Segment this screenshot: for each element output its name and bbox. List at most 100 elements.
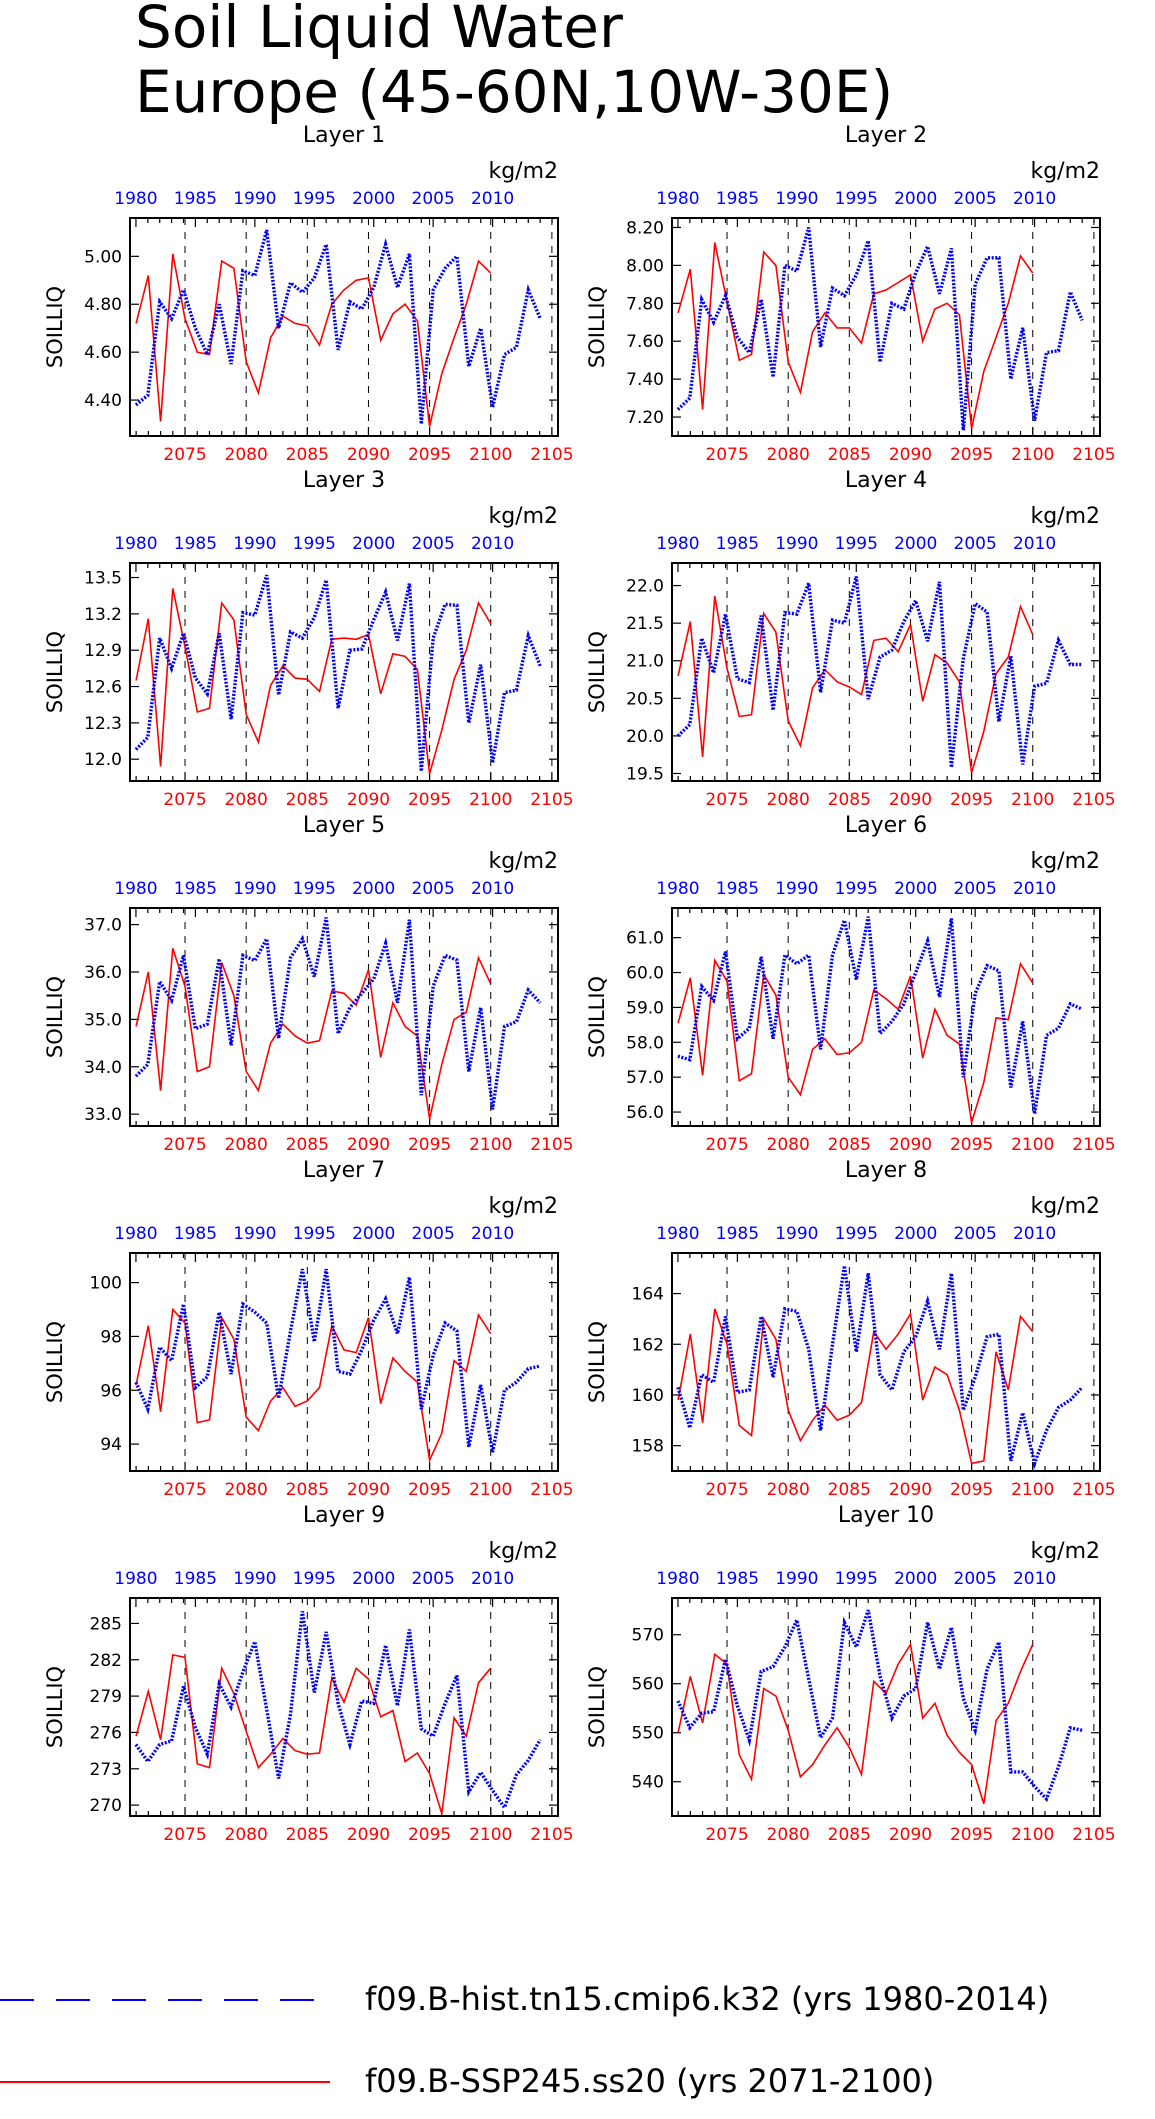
- x-bottom-tick-label: 2080: [767, 1480, 810, 1500]
- y-tick-label: 279: [90, 1687, 122, 1707]
- x-bottom-tick-label: 2095: [950, 445, 993, 465]
- x-bottom-tick-label: 2090: [889, 445, 932, 465]
- x-top-tick-label: 2010: [1013, 879, 1056, 899]
- units-label: kg/m2: [1030, 159, 1100, 184]
- units-label: kg/m2: [1030, 1194, 1100, 1219]
- x-bottom-tick-label: 2105: [1072, 790, 1115, 810]
- x-bottom-tick-label: 2080: [225, 790, 268, 810]
- x-bottom-tick-label: 2100: [1011, 1825, 1054, 1845]
- x-bottom-tick-label: 2075: [705, 790, 748, 810]
- x-bottom-tick-label: 2100: [1011, 445, 1054, 465]
- x-bottom-tick-label: 2090: [889, 1480, 932, 1500]
- panel-title: Layer 3: [303, 468, 385, 493]
- y-tick-label: 20.0: [626, 727, 664, 747]
- x-bottom-tick-label: 2100: [1011, 1135, 1054, 1155]
- panel-title: Layer 8: [845, 1158, 927, 1183]
- x-top-tick-label: 1995: [835, 189, 878, 209]
- x-bottom-tick-label: 2100: [1011, 1480, 1054, 1500]
- x-top-tick-label: 2010: [471, 879, 514, 899]
- x-bottom-tick-label: 2085: [828, 1480, 871, 1500]
- chart-panel-6: Layer 6 kg/m2 SOILLIQ 2075 2080 2085 2090 2095 2…: [585, 813, 1116, 1155]
- units-label: kg/m2: [488, 1539, 558, 1564]
- series-line-ssp: [677, 1642, 1034, 1805]
- x-top-tick-label: 1985: [716, 879, 759, 899]
- series-line-hist: [676, 227, 1084, 431]
- chart-panel-8: Layer 8 kg/m2 SOILLIQ 2075 2080 2085 2090 2095 2…: [585, 1158, 1116, 1500]
- x-bottom-tick-label: 2075: [705, 1825, 748, 1845]
- x-top-tick-label: 1985: [716, 1224, 759, 1244]
- x-top-tick-label: 2010: [1013, 1224, 1056, 1244]
- x-top-tick-label: 1995: [293, 189, 336, 209]
- y-tick-label: 8.00: [626, 256, 664, 276]
- x-bottom-tick-label: 2105: [530, 1480, 573, 1500]
- x-top-tick-label: 2005: [954, 189, 997, 209]
- x-top-tick-label: 1985: [174, 1569, 217, 1589]
- chart-panel-5: Layer 5 kg/m2 SOILLIQ 2075 2080 2085 2090 2095 2…: [43, 813, 574, 1155]
- series-line-ssp: [677, 242, 1034, 429]
- x-top-tick-label: 1980: [656, 879, 699, 899]
- x-top-tick-label: 1985: [716, 1569, 759, 1589]
- main-title-line-2: Europe (45-60N,10W-30E): [135, 58, 893, 126]
- x-bottom-tick-label: 2100: [469, 790, 512, 810]
- x-bottom-tick-label: 2095: [950, 1480, 993, 1500]
- y-tick-label: 12.6: [84, 678, 122, 698]
- panels: Layer 1 kg/m2 SOILLIQ 2075 2080 2085 2090 2095 2…: [43, 123, 1116, 1845]
- y-tick-label: 21.0: [626, 652, 664, 672]
- y-tick-label: 58.0: [626, 1033, 664, 1053]
- chart-panel-2: Layer 2 kg/m2 SOILLIQ 2075 2080 2085 2090 2095 2…: [585, 123, 1116, 465]
- y-axis-label: SOILLIQ: [585, 286, 609, 368]
- y-tick-label: 12.0: [84, 750, 122, 770]
- x-top-tick-label: 1985: [174, 189, 217, 209]
- x-bottom-tick-label: 2100: [1011, 790, 1054, 810]
- x-top-tick-label: 1985: [174, 1224, 217, 1244]
- x-top-tick-label: 1985: [174, 534, 217, 554]
- x-bottom-tick-label: 2095: [950, 790, 993, 810]
- x-bottom-tick-label: 2105: [1072, 1480, 1115, 1500]
- units-label: kg/m2: [488, 159, 558, 184]
- x-top-tick-label: 1990: [233, 189, 276, 209]
- units-label: kg/m2: [488, 849, 558, 874]
- x-bottom-tick-label: 2095: [408, 1480, 451, 1500]
- y-tick-label: 34.0: [84, 1058, 122, 1078]
- x-bottom-tick-label: 2095: [950, 1135, 993, 1155]
- x-top-tick-label: 1995: [293, 879, 336, 899]
- series-line-ssp: [677, 957, 1034, 1123]
- x-top-tick-label: 1995: [835, 534, 878, 554]
- y-tick-label: 61.0: [626, 929, 664, 949]
- y-tick-label: 13.2: [84, 605, 122, 625]
- x-bottom-tick-label: 2090: [347, 445, 390, 465]
- y-tick-label: 13.5: [84, 569, 122, 589]
- x-bottom-tick-label: 2085: [286, 445, 329, 465]
- units-label: kg/m2: [1030, 849, 1100, 874]
- x-top-tick-label: 2005: [954, 1569, 997, 1589]
- x-bottom-tick-label: 2090: [889, 790, 932, 810]
- x-top-tick-label: 1980: [656, 1224, 699, 1244]
- x-bottom-tick-label: 2075: [163, 445, 206, 465]
- panel-title: Layer 1: [303, 123, 385, 148]
- x-top-tick-label: 2010: [1013, 1569, 1056, 1589]
- x-top-tick-label: 1980: [656, 189, 699, 209]
- y-tick-label: 158: [632, 1437, 664, 1457]
- x-bottom-tick-label: 2075: [163, 1135, 206, 1155]
- x-bottom-tick-label: 2095: [408, 445, 451, 465]
- x-bottom-tick-label: 2095: [408, 1135, 451, 1155]
- x-top-tick-label: 2005: [954, 534, 997, 554]
- x-top-tick-label: 2000: [352, 534, 395, 554]
- x-bottom-tick-label: 2090: [889, 1135, 932, 1155]
- y-tick-label: 285: [90, 1614, 122, 1634]
- x-top-tick-label: 2010: [1013, 534, 1056, 554]
- series-line-ssp: [135, 253, 492, 427]
- y-tick-label: 100: [90, 1274, 122, 1294]
- x-top-tick-label: 1980: [114, 879, 157, 899]
- panel-title: Layer 4: [845, 468, 927, 493]
- x-top-tick-label: 1990: [775, 1569, 818, 1589]
- series-line-ssp: [135, 588, 492, 774]
- x-bottom-tick-label: 2075: [163, 1825, 206, 1845]
- x-top-tick-label: 2005: [412, 189, 455, 209]
- x-bottom-tick-label: 2105: [530, 790, 573, 810]
- y-tick-label: 7.80: [626, 294, 664, 314]
- panel-title: Layer 2: [845, 123, 927, 148]
- x-top-tick-label: 1995: [293, 534, 336, 554]
- x-top-tick-label: 1990: [233, 1224, 276, 1244]
- y-tick-label: 162: [632, 1335, 664, 1355]
